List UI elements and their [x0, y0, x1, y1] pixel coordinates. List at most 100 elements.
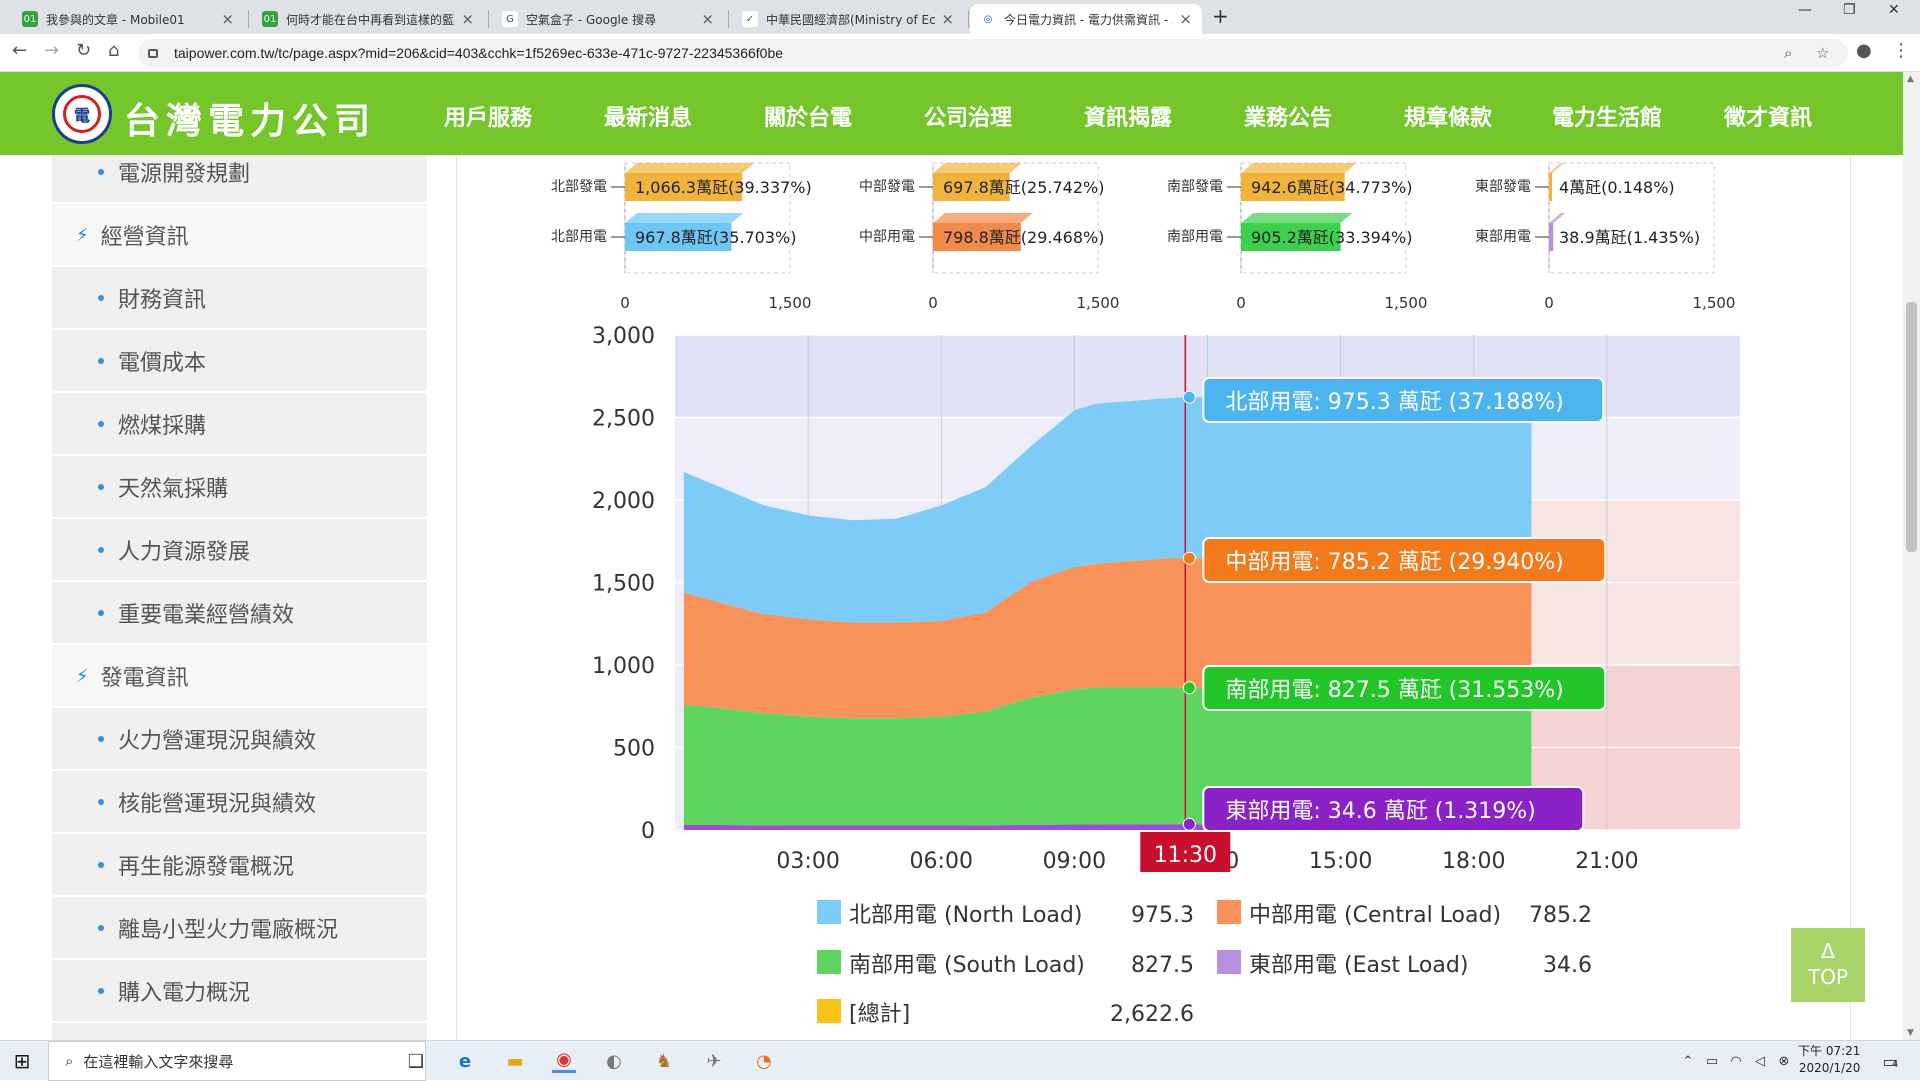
tab-label: 空氣盒子 - Google 搜尋: [526, 12, 657, 27]
sidebar-item-label: 天然氣採購: [118, 477, 229, 502]
zoom-icon[interactable]: ⌕: [1784, 44, 1793, 62]
restore-icon[interactable]: ❐: [1843, 2, 1856, 18]
sidebar-item[interactable]: 電價成本: [52, 331, 427, 393]
legend-swatch: [817, 900, 841, 924]
legend-swatch: [1217, 950, 1241, 974]
clock-date: 2020/1/20: [1798, 1061, 1861, 1075]
task-view-icon[interactable]: ❑: [407, 1050, 425, 1072]
tab-close-icon[interactable]: ×: [461, 10, 474, 28]
app-icon-1[interactable]: ◐: [606, 1050, 622, 1072]
main-nav-item[interactable]: 電力生活館: [1552, 106, 1663, 131]
bullet-icon: [98, 925, 104, 931]
x-tick-label: 06:00: [910, 849, 973, 874]
sidebar-item[interactable]: 離島小型火力電廠概況: [52, 898, 427, 960]
sidebar-item-label: 財務資訊: [118, 288, 207, 313]
bullet-icon: [98, 484, 104, 490]
close-window-icon[interactable]: ✕: [1888, 2, 1900, 18]
sidebar-item[interactable]: ⚡ 發電資訊: [52, 646, 427, 708]
tooltip-box: [1202, 786, 1585, 832]
y-tick-label: 0: [641, 819, 655, 844]
tab-close-icon[interactable]: ×: [1179, 10, 1192, 28]
bar-top: [1549, 163, 1564, 173]
sidebar-item[interactable]: 燃煤採購: [52, 394, 427, 456]
sidebar-item[interactable]: 重要電業經營績效: [52, 583, 427, 645]
sidebar-item[interactable]: 核能營運現況與績效: [52, 772, 427, 834]
y-tick-label: 2,500: [592, 407, 655, 432]
bookmark-star-icon[interactable]: ☆: [1816, 44, 1830, 62]
windows-start-icon[interactable]: ⊞: [13, 1049, 31, 1073]
sidebar-item[interactable]: 火力營運現況與績效: [52, 709, 427, 771]
tab-close-icon[interactable]: ×: [941, 10, 954, 28]
sidebar-item[interactable]: 天然氣採購: [52, 457, 427, 519]
app-icon-4[interactable]: ◔: [756, 1050, 772, 1072]
browser-tab[interactable]: G 空氣盒子 - Google 搜尋 ×: [492, 4, 724, 34]
area-series: [683, 824, 1186, 830]
app-icon-2[interactable]: ♞: [655, 1050, 673, 1072]
main-nav-item[interactable]: 徵才資訊: [1724, 106, 1813, 131]
main-nav-item[interactable]: 規章條款: [1404, 106, 1493, 131]
bullet-icon: [98, 421, 104, 427]
bar: [933, 173, 1010, 201]
main-nav-item[interactable]: 業務公告: [1244, 106, 1333, 131]
volume-icon[interactable]: ◁: [1755, 1053, 1765, 1069]
browser-tab[interactable]: ✓ 中華民國經濟部(Ministry of Eco ×: [732, 4, 964, 34]
browser-tab[interactable]: 01 我參與的文章 - Mobile01 ×: [12, 4, 244, 34]
profile-icon[interactable]: ●: [1856, 40, 1872, 61]
main-nav-item[interactable]: 最新消息: [604, 106, 693, 131]
sidebar-item[interactable]: 財務資訊: [52, 268, 427, 330]
menu-kebab-icon[interactable]: ⋮: [1892, 40, 1910, 61]
reload-icon[interactable]: ↻: [76, 40, 92, 61]
sidebar-item[interactable]: ⚡ 經營資訊: [52, 205, 427, 267]
minimize-icon[interactable]: —: [1798, 2, 1812, 18]
home-icon[interactable]: ⌂: [108, 40, 120, 61]
bolt-icon: ⚡: [76, 665, 89, 687]
taipower-logo[interactable]: 電: [52, 84, 112, 144]
bar-x-tick-label: 0: [620, 294, 630, 312]
browser-tab[interactable]: 01 何時才能在台中再看到這樣的藍天 ×: [252, 4, 484, 34]
chrome-icon[interactable]: ◉: [552, 1049, 576, 1073]
bar-category-label: 中部用電: [859, 229, 915, 245]
tooltip-box: [1202, 537, 1607, 583]
bar: [1241, 223, 1341, 251]
sidebar-item[interactable]: 購入電力概況: [52, 961, 427, 1023]
sidebar-item-label: 離島小型火力電廠概況: [118, 918, 339, 943]
main-nav-item[interactable]: 資訊揭露: [1084, 106, 1173, 131]
sidebar-item-label: 電價成本: [118, 351, 207, 376]
battery-icon[interactable]: ▭: [1705, 1053, 1719, 1069]
notification-icon[interactable]: ▭: [1882, 1051, 1898, 1071]
tab-label: 我參與的文章 - Mobile01: [46, 12, 185, 27]
browser-tab[interactable]: ◎ 今日電力資訊 - 電力供需資訊 - 3 ×: [970, 4, 1202, 34]
bar-grid-frame: [932, 162, 1099, 274]
sidebar-item[interactable]: 人力資源發展: [52, 520, 427, 582]
wifi-icon[interactable]: ◠: [1730, 1053, 1742, 1069]
tab-close-icon[interactable]: ×: [221, 10, 234, 28]
sidebar-item[interactable]: 再生能源發電概況: [52, 835, 427, 897]
power-chart: 北部發電 1,066.3萬瓩(39.337%) 北部用電 967.8萬瓩(35.703…: [551, 162, 1740, 1027]
main-content: 北部發電 1,066.3萬瓩(39.337%) 北部用電 967.8萬瓩(35.703…: [456, 155, 1851, 1040]
sidebar-item-label: 人力資源發展: [118, 540, 251, 565]
cursor-label-box: [1140, 832, 1231, 872]
ime-icon[interactable]: ⊗: [1778, 1053, 1790, 1069]
system-clock[interactable]: 下午 07:21 2020/1/20: [1798, 1043, 1860, 1077]
new-tab-button[interactable]: +: [1212, 4, 1229, 28]
main-nav-item[interactable]: 用戶服務: [444, 106, 533, 131]
sidebar: 電源開發規劃 ⚡ 經營資訊財務資訊電價成本燃煤採購天然氣採購人力資源發展重要電業經營…: [52, 155, 427, 1040]
taskbar-search[interactable]: ⌕ 在這裡輸入文字來搜尋: [48, 1041, 426, 1081]
url-field[interactable]: taipower.com.tw/tc/page.aspx?mid=206&cid…: [138, 39, 1848, 67]
tab-close-icon[interactable]: ×: [701, 10, 714, 28]
site-brand[interactable]: 台灣電力公司: [124, 100, 377, 142]
main-nav-item[interactable]: 公司治理: [924, 106, 1013, 131]
page-scrollbar[interactable]: ▲ ▼: [1903, 72, 1920, 1040]
bar-x-tick-label: 1,500: [769, 294, 812, 312]
forward-icon[interactable]: →: [44, 40, 60, 61]
legend-swatch: [817, 999, 841, 1023]
tray-chevron-icon[interactable]: ⌃: [1682, 1053, 1694, 1069]
back-to-top-button[interactable]: Δ TOP: [1791, 928, 1865, 1002]
sidebar-item[interactable]: 電源開發規劃: [52, 155, 427, 204]
back-icon[interactable]: ←: [12, 40, 28, 61]
app-icon-3[interactable]: ✈: [706, 1050, 722, 1072]
url-text: taipower.com.tw/tc/page.aspx?mid=206&cid…: [174, 45, 784, 61]
edge-icon[interactable]: e: [458, 1050, 472, 1072]
file-explorer-icon[interactable]: ▬: [506, 1050, 524, 1072]
main-nav-item[interactable]: 關於台電: [764, 106, 853, 131]
